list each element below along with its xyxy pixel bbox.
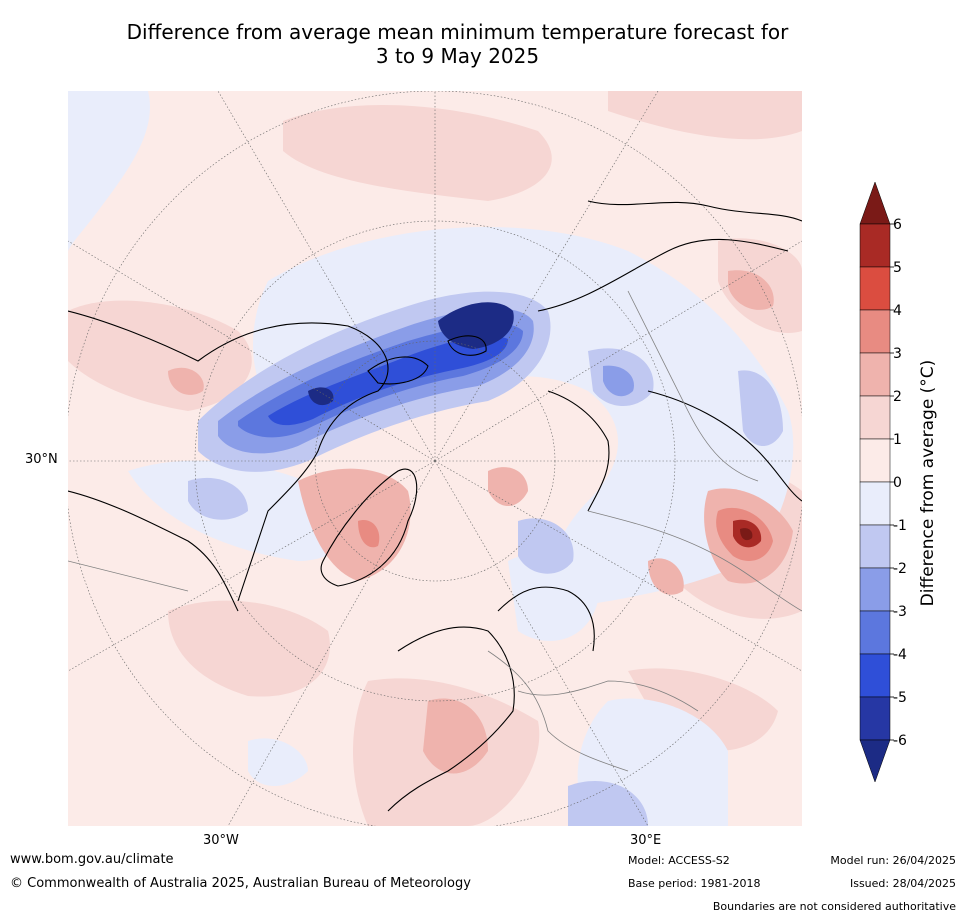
- colorbar-tick-label: 5: [893, 260, 902, 276]
- colorbar-bin: [859, 438, 891, 483]
- greenland-coast: [320, 468, 418, 587]
- colorbar-bin: [859, 309, 891, 354]
- lon-label-30e: 30°E: [630, 833, 662, 848]
- colorbar: 6 5 4 3 2 1 0 -1 -2 -3 -4 -5 -6 Difference from aver…: [859, 182, 938, 783]
- anomaly-plus-6: [740, 528, 753, 541]
- colorbar-tick-label: 6: [893, 217, 902, 233]
- colorbar-ticks: 6 5 4 3 2 1 0 -1 -2 -3 -4 -5 -6: [890, 217, 907, 749]
- base-period-info: Base period: 1981-2018: [628, 877, 761, 890]
- model-run-info: Model run: 26/04/2025: [830, 854, 956, 867]
- arctic-islands: [367, 335, 487, 385]
- colorbar-tick-label: 2: [893, 389, 902, 405]
- model-info: Model: ACCESS-S2: [628, 854, 730, 867]
- title-line-1: Difference from average mean minimum tem…: [126, 20, 789, 44]
- coastlines: [68, 200, 802, 812]
- graticule: [68, 91, 802, 826]
- colorbar-label: Difference from average (°C): [918, 360, 938, 607]
- lat-label-30n: 30°N: [25, 452, 58, 467]
- colorbar-bin: [859, 739, 891, 783]
- north-america-coast: [68, 310, 389, 612]
- colorbar-tick-label: -6: [893, 733, 907, 749]
- temperature-anomaly-map: [68, 91, 802, 826]
- colorbar-bin: [859, 182, 891, 225]
- issued-info: Issued: 28/04/2025: [849, 877, 956, 890]
- colorbar-tick-label: -4: [893, 647, 907, 663]
- colorbar-bin: [859, 653, 891, 698]
- asia-coast: [587, 200, 802, 502]
- colorbar-tick-label: 3: [893, 346, 902, 362]
- colorbar-tick-label: -5: [893, 690, 907, 706]
- colorbar-tick-label: 4: [893, 303, 902, 319]
- title-line-2: 3 to 9 May 2025: [375, 44, 540, 68]
- colorbar-tick-label: -3: [893, 604, 907, 620]
- colorbar-tick-label: -1: [893, 518, 907, 534]
- boundaries-note: Boundaries are not considered authoritat…: [712, 900, 956, 913]
- colorbar-bin: [859, 395, 891, 440]
- colorbar-bin: [859, 524, 891, 569]
- colorbar-bin: [859, 610, 891, 655]
- colorbar-bin: [859, 696, 891, 741]
- colorbar-bin: [859, 266, 891, 311]
- colorbar-bin: [859, 352, 891, 397]
- copyright-text: © Commonwealth of Australia 2025, Austra…: [10, 876, 471, 891]
- siberia-coast: [537, 238, 789, 512]
- lon-label-30w: 30°W: [203, 833, 239, 848]
- website-link[interactable]: www.bom.gov.au/climate: [10, 852, 174, 867]
- colorbar-bin: [859, 223, 891, 268]
- colorbar-bin: [859, 481, 891, 526]
- colorbar-tick-label: 0: [893, 475, 902, 491]
- colorbar-bin: [859, 567, 891, 612]
- boundaries: [68, 290, 802, 772]
- colorbar-tick-label: -2: [893, 561, 907, 577]
- map-title: Difference from average mean minimum tem…: [60, 20, 855, 68]
- colorbar-tick-label: 1: [893, 432, 902, 448]
- europe-coast: [387, 586, 595, 812]
- colorbar-bins: [859, 182, 891, 783]
